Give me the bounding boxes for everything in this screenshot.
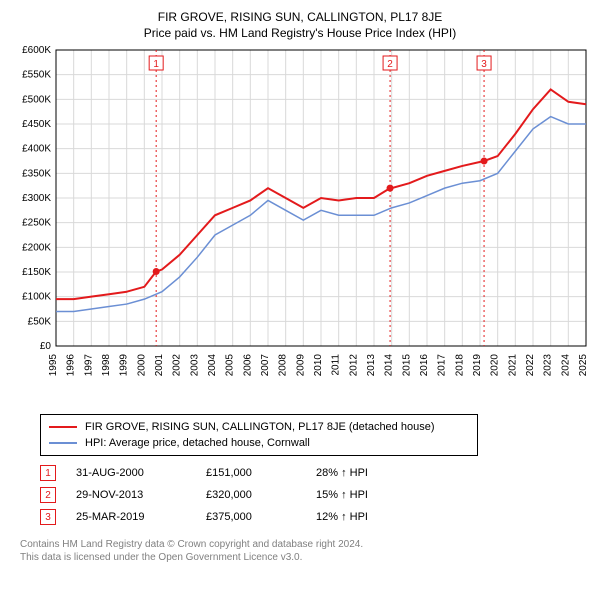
marker-price: £320,000 <box>206 489 316 501</box>
svg-text:2017: 2017 <box>437 354 448 377</box>
svg-text:2007: 2007 <box>260 354 271 377</box>
legend-label: FIR GROVE, RISING SUN, CALLINGTON, PL17 … <box>85 421 434 433</box>
svg-text:1998: 1998 <box>101 354 112 377</box>
page: FIR GROVE, RISING SUN, CALLINGTON, PL17 … <box>0 0 600 590</box>
legend-label: HPI: Average price, detached house, Corn… <box>85 437 310 449</box>
svg-text:£250K: £250K <box>22 218 51 229</box>
svg-text:2001: 2001 <box>154 354 165 377</box>
marker-row: 3 25-MAR-2019£375,00012% ↑ HPI <box>40 506 590 528</box>
svg-text:£200K: £200K <box>22 242 51 253</box>
svg-text:2022: 2022 <box>525 354 536 377</box>
svg-text:2019: 2019 <box>472 354 483 377</box>
marker-number: 2 <box>40 487 56 503</box>
svg-text:2009: 2009 <box>295 354 306 377</box>
svg-text:£50K: £50K <box>28 316 52 327</box>
svg-text:£350K: £350K <box>22 168 51 179</box>
svg-text:£550K: £550K <box>22 70 51 81</box>
marker-price: £375,000 <box>206 511 316 523</box>
svg-text:2004: 2004 <box>207 354 218 377</box>
chart-svg: £0 £50K £100K £150K £200K £250K £300K £350K £400… <box>10 46 590 406</box>
svg-text:£100K: £100K <box>22 292 51 303</box>
svg-text:2015: 2015 <box>401 354 412 377</box>
svg-text:2014: 2014 <box>384 354 395 377</box>
svg-text:£0: £0 <box>40 341 52 352</box>
svg-text:2003: 2003 <box>189 354 200 377</box>
legend-swatch <box>49 442 77 444</box>
marker-date: 31-AUG-2000 <box>76 467 206 479</box>
marker-delta: 15% ↑ HPI <box>316 489 426 501</box>
titles: FIR GROVE, RISING SUN, CALLINGTON, PL17 … <box>10 10 590 40</box>
title-line1: FIR GROVE, RISING SUN, CALLINGTON, PL17 … <box>10 10 590 24</box>
svg-text:1: 1 <box>153 59 159 70</box>
marker-price: £151,000 <box>206 467 316 479</box>
svg-text:2010: 2010 <box>313 354 324 377</box>
footnote: Contains HM Land Registry data © Crown c… <box>20 538 590 564</box>
svg-text:1995: 1995 <box>48 354 59 377</box>
marker-date: 29-NOV-2013 <box>76 489 206 501</box>
svg-text:£150K: £150K <box>22 267 51 278</box>
svg-text:2011: 2011 <box>331 354 342 376</box>
svg-text:2000: 2000 <box>136 354 147 377</box>
legend-row: FIR GROVE, RISING SUN, CALLINGTON, PL17 … <box>49 419 469 435</box>
svg-text:£400K: £400K <box>22 144 51 155</box>
svg-text:2023: 2023 <box>543 354 554 377</box>
svg-text:£600K: £600K <box>22 46 51 56</box>
svg-text:2002: 2002 <box>172 354 183 377</box>
svg-text:2020: 2020 <box>490 354 501 377</box>
svg-text:2006: 2006 <box>242 354 253 377</box>
marker-date: 25-MAR-2019 <box>76 511 206 523</box>
legend: FIR GROVE, RISING SUN, CALLINGTON, PL17 … <box>40 414 478 456</box>
svg-text:2018: 2018 <box>454 354 465 377</box>
marker-row: 2 29-NOV-2013£320,00015% ↑ HPI <box>40 484 590 506</box>
svg-text:1999: 1999 <box>119 354 130 377</box>
footnote-line1: Contains HM Land Registry data © Crown c… <box>20 538 590 551</box>
marker-table: 1 31-AUG-2000£151,00028% ↑ HPI 2 29-NOV-201… <box>40 462 590 528</box>
svg-text:2008: 2008 <box>278 354 289 377</box>
svg-text:1996: 1996 <box>66 354 77 377</box>
svg-text:2012: 2012 <box>348 354 359 377</box>
svg-text:3: 3 <box>481 59 487 70</box>
marker-delta: 12% ↑ HPI <box>316 511 426 523</box>
marker-number: 3 <box>40 509 56 525</box>
marker-number: 1 <box>40 465 56 481</box>
legend-row: HPI: Average price, detached house, Corn… <box>49 435 469 451</box>
svg-text:1997: 1997 <box>83 354 94 377</box>
marker-row: 1 31-AUG-2000£151,00028% ↑ HPI <box>40 462 590 484</box>
svg-text:2024: 2024 <box>560 354 571 377</box>
svg-text:£450K: £450K <box>22 119 51 130</box>
legend-swatch <box>49 426 77 428</box>
svg-text:£500K: £500K <box>22 94 51 105</box>
footnote-line2: This data is licensed under the Open Gov… <box>20 551 590 564</box>
svg-text:2021: 2021 <box>507 354 518 377</box>
price-chart: £0 £50K £100K £150K £200K £250K £300K £350K £400… <box>10 46 590 406</box>
svg-text:2005: 2005 <box>225 354 236 377</box>
svg-text:2025: 2025 <box>578 354 589 377</box>
svg-text:2013: 2013 <box>366 354 377 377</box>
svg-text:£300K: £300K <box>22 193 51 204</box>
svg-text:2: 2 <box>387 59 393 70</box>
svg-text:2016: 2016 <box>419 354 430 377</box>
marker-delta: 28% ↑ HPI <box>316 467 426 479</box>
title-line2: Price paid vs. HM Land Registry's House … <box>10 26 590 40</box>
